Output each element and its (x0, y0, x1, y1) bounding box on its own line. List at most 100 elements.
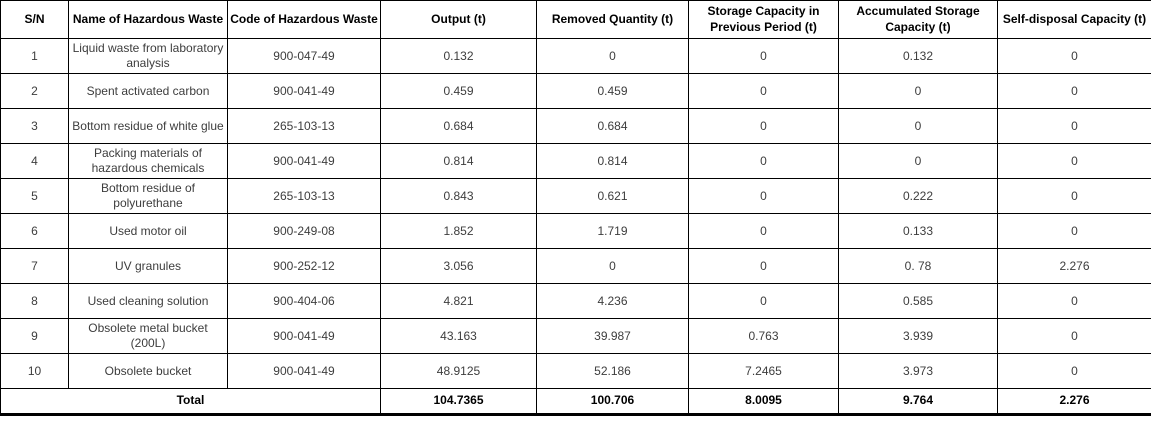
cell-output: 0.132 (380, 38, 537, 74)
cell-removed-quantity: 0.684 (536, 108, 689, 144)
header-removed-quantity: Removed Quantity (t) (536, 0, 689, 39)
cell-waste-name: Packing materials of hazardous chemicals (68, 143, 228, 179)
cell-accumulated-storage: 3.939 (838, 318, 998, 354)
cell-storage-previous: 0 (688, 143, 839, 179)
cell-sn: 3 (0, 108, 69, 144)
cell-waste-code: 900-041-49 (227, 143, 381, 179)
cell-output: 0.459 (380, 73, 537, 109)
header-sn: S/N (0, 0, 69, 39)
cell-removed-quantity: 0 (536, 248, 689, 284)
cell-waste-code: 900-041-49 (227, 353, 381, 389)
header-output: Output (t) (380, 0, 537, 39)
cell-sn: 8 (0, 283, 69, 319)
cell-waste-name: Used cleaning solution (68, 283, 228, 319)
cell-removed-quantity: 52.186 (536, 353, 689, 389)
cell-self-disposal: 0 (997, 213, 1151, 249)
table-row: 8 Used cleaning solution 900-404-06 4.82… (0, 283, 1151, 319)
cell-removed-quantity: 0.459 (536, 73, 689, 109)
cell-self-disposal: 0 (997, 353, 1151, 389)
table-row: 10 Obsolete bucket 900-041-49 48.9125 52… (0, 353, 1151, 389)
cell-removed-quantity: 0.621 (536, 178, 689, 214)
cell-storage-previous: 0.763 (688, 318, 839, 354)
cell-accumulated-storage: 3.973 (838, 353, 998, 389)
cell-waste-code: 900-249-08 (227, 213, 381, 249)
cell-sn: 2 (0, 73, 69, 109)
total-removed-quantity: 100.706 (536, 388, 689, 415)
cell-waste-name: Bottom residue of polyurethane (68, 178, 228, 214)
cell-accumulated-storage: 0 (838, 108, 998, 144)
cell-storage-previous: 0 (688, 248, 839, 284)
cell-removed-quantity: 39.987 (536, 318, 689, 354)
cell-accumulated-storage: 0.222 (838, 178, 998, 214)
header-row: S/N Name of Hazardous Waste Code of Haza… (0, 0, 1151, 39)
cell-waste-code: 900-041-49 (227, 318, 381, 354)
cell-self-disposal: 0 (997, 178, 1151, 214)
cell-output: 0.843 (380, 178, 537, 214)
cell-storage-previous: 0 (688, 108, 839, 144)
cell-waste-name: Spent activated carbon (68, 73, 228, 109)
cell-output: 0.684 (380, 108, 537, 144)
cell-accumulated-storage: 0.133 (838, 213, 998, 249)
cell-output: 48.9125 (380, 353, 537, 389)
header-waste-name: Name of Hazardous Waste (68, 0, 228, 39)
header-accumulated-storage: Accumulated Storage Capacity (t) (838, 0, 998, 39)
cell-self-disposal: 0 (997, 38, 1151, 74)
cell-sn: 7 (0, 248, 69, 284)
cell-storage-previous: 0 (688, 178, 839, 214)
table-row: 2 Spent activated carbon 900-041-49 0.45… (0, 73, 1151, 109)
cell-removed-quantity: 0.814 (536, 143, 689, 179)
cell-waste-code: 265-103-13 (227, 178, 381, 214)
table-row: 7 UV granules 900-252-12 3.056 0 0 0. 78… (0, 248, 1151, 284)
table-row: 6 Used motor oil 900-249-08 1.852 1.719 … (0, 213, 1151, 249)
cell-output: 4.821 (380, 283, 537, 319)
cell-output: 3.056 (380, 248, 537, 284)
cell-output: 0.814 (380, 143, 537, 179)
hazardous-waste-table: S/N Name of Hazardous Waste Code of Haza… (0, 0, 1151, 416)
cell-storage-previous: 0 (688, 73, 839, 109)
cell-waste-code: 265-103-13 (227, 108, 381, 144)
cell-removed-quantity: 1.719 (536, 213, 689, 249)
total-output: 104.7365 (380, 388, 537, 415)
cell-removed-quantity: 0 (536, 38, 689, 74)
table-row: 5 Bottom residue of polyurethane 265-103… (0, 178, 1151, 214)
cell-self-disposal: 0 (997, 283, 1151, 319)
total-row: Total 104.7365 100.706 8.0095 9.764 2.27… (0, 388, 1151, 415)
table-row: 9 Obsolete metal bucket (200L) 900-041-4… (0, 318, 1151, 354)
total-storage-previous: 8.0095 (688, 388, 839, 415)
cell-self-disposal: 0 (997, 318, 1151, 354)
cell-accumulated-storage: 0 (838, 73, 998, 109)
header-storage-previous: Storage Capacity in Previous Period (t) (688, 0, 839, 39)
cell-accumulated-storage: 0 (838, 143, 998, 179)
cell-waste-name: Bottom residue of white glue (68, 108, 228, 144)
cell-waste-name: Liquid waste from laboratory analysis (68, 38, 228, 74)
cell-sn: 10 (0, 353, 69, 389)
table-row: 1 Liquid waste from laboratory analysis … (0, 38, 1151, 74)
cell-waste-code: 900-047-49 (227, 38, 381, 74)
cell-output: 43.163 (380, 318, 537, 354)
cell-output: 1.852 (380, 213, 537, 249)
cell-accumulated-storage: 0. 78 (838, 248, 998, 284)
cell-storage-previous: 0 (688, 213, 839, 249)
cell-self-disposal: 0 (997, 73, 1151, 109)
header-waste-code: Code of Hazardous Waste (227, 0, 381, 39)
cell-self-disposal: 0 (997, 143, 1151, 179)
cell-waste-code: 900-252-12 (227, 248, 381, 284)
cell-waste-name: Obsolete metal bucket (200L) (68, 318, 228, 354)
cell-waste-code: 900-404-06 (227, 283, 381, 319)
cell-sn: 9 (0, 318, 69, 354)
cell-sn: 5 (0, 178, 69, 214)
cell-accumulated-storage: 0.585 (838, 283, 998, 319)
cell-self-disposal: 2.276 (997, 248, 1151, 284)
cell-waste-name: Used motor oil (68, 213, 228, 249)
cell-storage-previous: 0 (688, 283, 839, 319)
table-row: 3 Bottom residue of white glue 265-103-1… (0, 108, 1151, 144)
cell-storage-previous: 0 (688, 38, 839, 74)
cell-storage-previous: 7.2465 (688, 353, 839, 389)
header-self-disposal: Self-disposal Capacity (t) (997, 0, 1151, 39)
cell-sn: 6 (0, 213, 69, 249)
cell-sn: 1 (0, 38, 69, 74)
cell-waste-name: Obsolete bucket (68, 353, 228, 389)
cell-accumulated-storage: 0.132 (838, 38, 998, 74)
cell-sn: 4 (0, 143, 69, 179)
table-row: 4 Packing materials of hazardous chemica… (0, 143, 1151, 179)
